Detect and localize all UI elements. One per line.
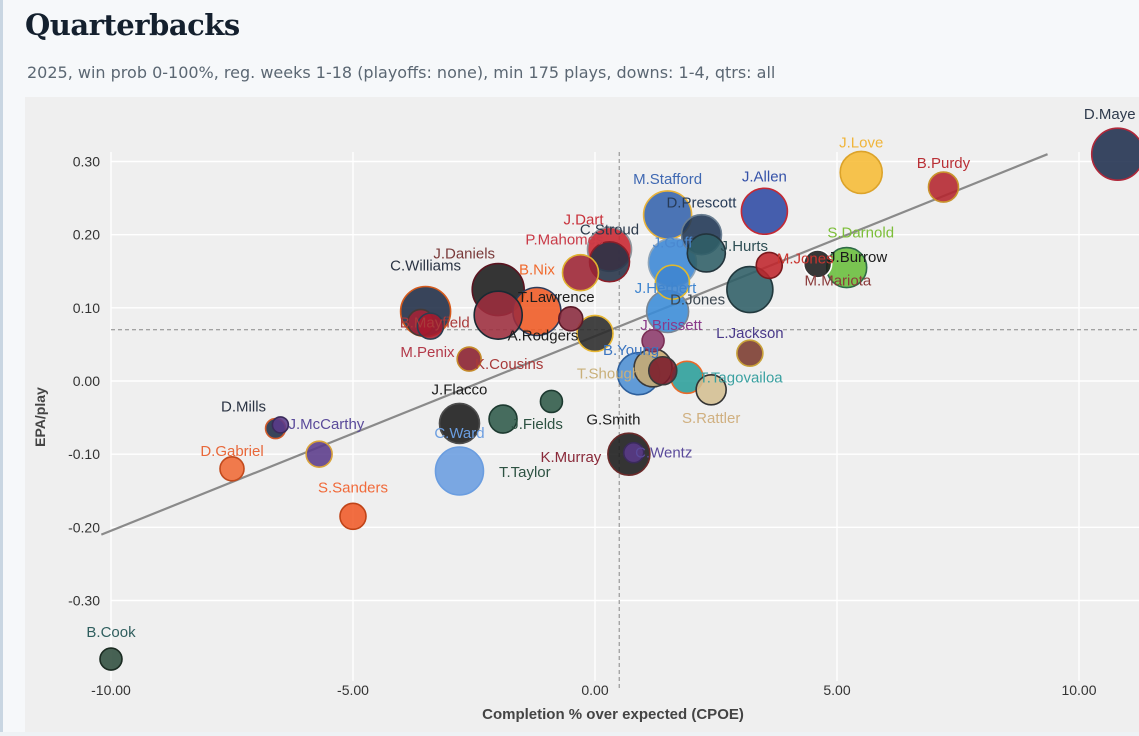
reference-lines	[111, 152, 1139, 689]
point-label: D.Prescott	[666, 195, 737, 212]
y-tick-label: 0.10	[73, 300, 100, 316]
point-j-hurts[interactable]	[686, 233, 727, 273]
point-j-allen[interactable]	[740, 187, 789, 236]
point-label: L.Jackson	[716, 325, 784, 342]
point-label: C.Ward	[434, 425, 484, 442]
point-m-willis[interactable]	[305, 440, 333, 468]
point-j-flacco2[interactable]	[557, 306, 584, 332]
point-j-flacco[interactable]	[438, 402, 481, 445]
point-label: J.Daniels	[433, 246, 495, 263]
point-label: J.Flacco	[432, 381, 488, 398]
y-axis-ticks: -0.30 -0.20 -0.10 0.00 0.10 0.20 0.30	[68, 154, 100, 609]
point-label: M.Stafford	[633, 171, 702, 188]
point-label: D.Jones	[670, 291, 725, 308]
y-tick-label: 0.00	[73, 373, 100, 389]
point-l-jackson[interactable]	[736, 339, 764, 367]
point-label: J.Dart	[564, 211, 605, 228]
point-label: T.Lawrence	[518, 289, 595, 306]
point-label: J.Allen	[742, 168, 787, 185]
y-tick-label: -0.20	[68, 519, 100, 535]
point-label: J.Burrow	[828, 249, 887, 266]
page-subtitle: 2025, win prob 0-100%, reg. weeks 1-18 (…	[27, 63, 776, 82]
point-label: C.Stroud	[580, 222, 639, 239]
point-label: J.Hurts	[721, 238, 769, 255]
point-j-burrow[interactable]	[802, 249, 833, 279]
point-d-maye[interactable]	[1090, 127, 1139, 181]
point-m-mariota[interactable]	[726, 265, 774, 314]
x-axis-label: Completion % over expected (CPOE)	[482, 706, 744, 723]
y-tick-label: 0.30	[73, 154, 100, 170]
point-label: B.Nix	[519, 261, 555, 278]
point-label: K.Murray	[540, 449, 601, 466]
x-tick-label: -5.00	[337, 682, 369, 698]
point-s-rattler[interactable]	[695, 373, 727, 406]
x-tick-label: 10.00	[1061, 682, 1096, 698]
point-label: S.Rattler	[682, 410, 740, 427]
point-j-brissett[interactable]	[641, 328, 665, 353]
point-m-penix[interactable]	[416, 312, 445, 340]
point-label: J.Brissett	[640, 317, 703, 334]
point-label: B.Purdy	[917, 155, 971, 172]
point-d-gabriel[interactable]	[219, 455, 245, 482]
x-tick-label: 5.00	[823, 682, 850, 698]
point-k-cousins[interactable]	[456, 346, 482, 372]
scatter-chart: -0.30 -0.20 -0.10 0.00 0.10 0.20 0.30 -10.00 -5…	[32, 106, 1139, 723]
point-label: B.Young	[603, 342, 659, 359]
point-label: D.Mills	[221, 399, 266, 416]
point-label: J.Herbert	[635, 280, 698, 297]
plot-area: -0.30 -0.20 -0.10 0.00 0.10 0.20 0.30 -10.00 -5…	[25, 97, 1139, 732]
point-label: D.Gabriel	[200, 443, 263, 460]
y-axis-label: EPA/play	[32, 387, 48, 447]
point-b-young2[interactable]	[647, 355, 678, 386]
point-c-wentz[interactable]	[622, 441, 645, 464]
point-label: T.Taylor	[499, 464, 551, 481]
point-label: J.Goff	[653, 234, 694, 251]
point-t-lawrence[interactable]	[473, 290, 524, 340]
point-a-rodgers[interactable]	[576, 314, 614, 353]
x-axis-ticks: -10.00 -5.00 0.00 5.00 10.00	[91, 682, 1097, 698]
point-j-herbert[interactable]	[654, 264, 691, 301]
point-label: M.Penix	[400, 344, 455, 361]
point-j-fields[interactable]	[488, 404, 518, 434]
point-b-cook[interactable]	[99, 647, 123, 671]
point-label: B.Mayfield	[400, 314, 470, 331]
point-label: C.Williams	[390, 257, 461, 274]
point-label: A.Rodgers	[508, 327, 579, 344]
point-p-mahomes[interactable]	[561, 253, 600, 292]
point-j-love[interactable]	[839, 150, 884, 195]
point-label: J.Love	[839, 134, 883, 151]
data-points	[99, 127, 1139, 671]
y-tick-label: -0.10	[68, 446, 100, 462]
point-m-jones[interactable]	[755, 251, 784, 280]
point-label: M.Jones	[777, 250, 834, 267]
trend-line-group	[100, 153, 1048, 536]
y-tick-label: 0.20	[73, 227, 100, 243]
point-label: B.Cook	[86, 624, 136, 641]
point-label: C.Wentz	[635, 445, 692, 462]
point-label: P.Mahomes	[525, 232, 603, 249]
x-tick-label: 0.00	[581, 682, 608, 698]
point-label: S.Darnold	[827, 225, 894, 242]
point-c-ward[interactable]	[434, 446, 485, 496]
point-label: S.Sanders	[318, 479, 388, 496]
data-labels: D.Maye J.Love B.Purdy M.Stafford J.Allen D.Pr…	[86, 106, 1135, 641]
point-j-mccarthy[interactable]	[271, 416, 290, 434]
point-b-purdy[interactable]	[927, 171, 960, 203]
point-label: J.McCarthy	[288, 416, 364, 433]
point-label: D.Maye	[1084, 106, 1136, 123]
point-label: J.Fields	[511, 416, 563, 433]
point-label: T.Shough	[577, 366, 640, 383]
point-g-smith[interactable]	[539, 389, 564, 414]
y-tick-label: -0.30	[68, 593, 100, 609]
x-tick-label: -10.00	[91, 682, 131, 698]
page-title: Quarterbacks	[25, 8, 240, 42]
trend-line	[100, 153, 1048, 536]
point-label: T.Tagovailoa	[699, 369, 783, 386]
point-label: G.Smith	[586, 411, 640, 428]
point-label: M.Mariota	[805, 273, 872, 290]
point-s-sanders[interactable]	[339, 502, 367, 531]
point-label: K.Cousins	[475, 356, 543, 373]
